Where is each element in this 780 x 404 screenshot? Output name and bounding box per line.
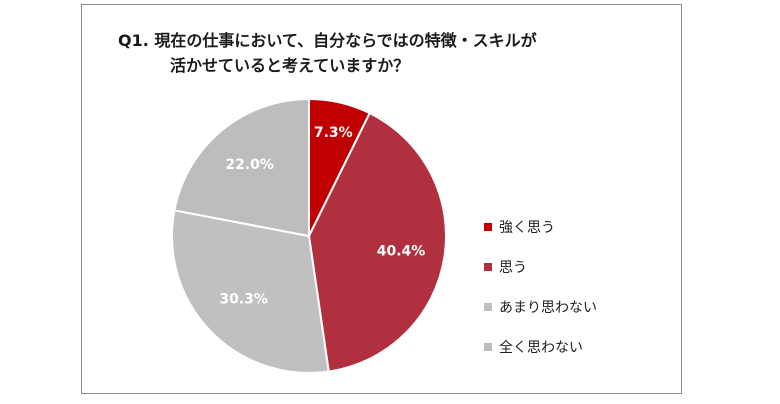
legend-swatch (484, 343, 492, 351)
legend-swatch (484, 303, 492, 311)
slice-strongly-disagree (173, 97, 310, 238)
chart-title-line-2: 活かせていると考えていますか？ (170, 56, 410, 75)
legend-item-disagree: あまり思わない (484, 297, 597, 317)
chart-title-line-1: Q1. 現在の仕事において、自分ならではの特徴・スキルが (118, 31, 537, 50)
legend-swatch (484, 263, 492, 271)
slice-agree (307, 111, 447, 373)
legend-item-strongly-disagree: 全く思わない (484, 337, 597, 357)
data-label: 22.0% (225, 157, 274, 173)
data-label: 30.3% (219, 292, 268, 308)
legend-swatch (484, 223, 492, 231)
legend: 強く思う 思う あまり思わない 全く思わない (484, 217, 597, 377)
pie-data-labels: 7.3% 40.4% 30.3% 22.0% (219, 125, 425, 308)
legend-label: あまり思わない (499, 300, 597, 316)
legend-item-agree: 思う (484, 257, 597, 277)
legend-label: 全く思わない (499, 340, 583, 356)
pie-slices (171, 97, 447, 374)
legend-label: 強く思う (499, 220, 555, 236)
legend-item-strongly-agree: 強く思う (484, 217, 597, 237)
data-label: 40.4% (377, 244, 426, 260)
chart-title: Q1. 現在の仕事において、自分ならではの特徴・スキルが 活かせていると考えてい… (118, 30, 638, 77)
legend-label: 思う (499, 260, 527, 276)
slice-disagree (171, 209, 330, 374)
data-label: 7.3% (314, 125, 353, 141)
